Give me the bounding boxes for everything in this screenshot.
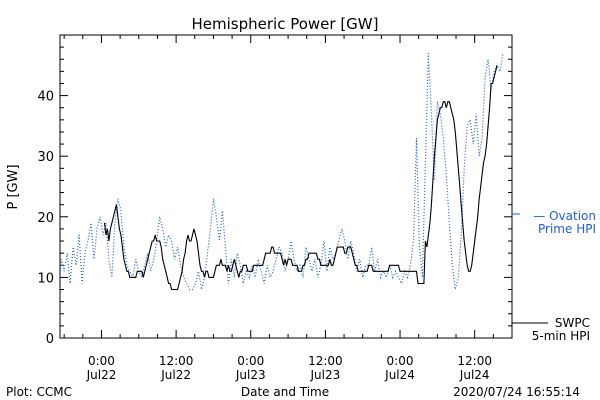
x-tick-label-date: Jul24: [384, 368, 415, 382]
x-tick-label-date: Jul23: [235, 368, 266, 382]
chart-title: Hemispheric Power [GW]: [192, 15, 379, 33]
y-tick-label: 20: [37, 211, 54, 226]
legend-ovation-line2: Prime HPI: [538, 222, 596, 236]
series-ovation-line: [59, 53, 504, 291]
y-tick-label: 30: [37, 150, 54, 165]
x-tick-label-date: Jul23: [310, 368, 341, 382]
series-layer: [59, 53, 504, 291]
y-tick-label: 40: [37, 90, 54, 105]
y-axis-label: P [GW]: [6, 164, 21, 209]
series-swpc-line: [103, 65, 498, 291]
x-tick-label-date: Jul22: [160, 368, 191, 382]
x-tick-label-time: 12:00: [457, 354, 492, 368]
x-tick-label-date: Jul24: [459, 368, 490, 382]
footer-timestamp: 2020/07/24 16:55:14: [453, 385, 580, 399]
x-tick-label-time: 0:00: [387, 354, 414, 368]
x-tick-label-time: 0:00: [237, 354, 264, 368]
x-axis: 0:00Jul2212:00Jul220:00Jul2312:00Jul230:…: [63, 35, 513, 382]
legend-swpc-line1: SWPC: [555, 316, 590, 330]
x-tick-label-date: Jul22: [86, 368, 117, 382]
plot-frame: [59, 34, 513, 339]
legend-ovation-line1: — Ovation: [533, 209, 596, 223]
y-tick-label: 10: [37, 271, 54, 286]
footer-credit: Plot: CCMC: [6, 385, 72, 399]
legend-swpc-line2: 5-min HPI: [532, 329, 590, 343]
y-tick-label: 0: [46, 332, 54, 347]
x-tick-label-time: 12:00: [308, 354, 343, 368]
y-axis: 0 10 20 30 40: [37, 46, 512, 347]
x-tick-label-time: 0:00: [88, 354, 115, 368]
x-axis-label: Date and Time: [241, 385, 329, 399]
x-tick-label-time: 12:00: [159, 354, 194, 368]
